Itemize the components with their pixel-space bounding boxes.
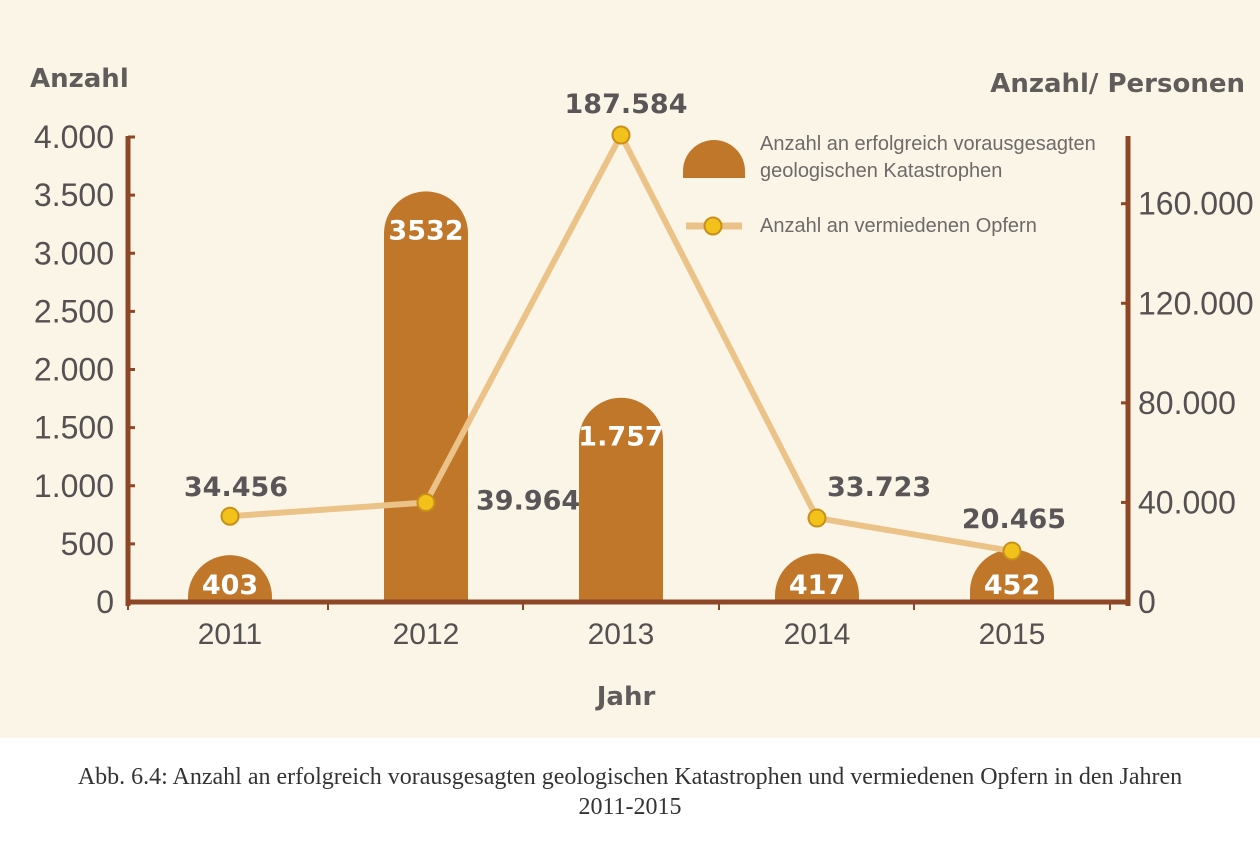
bar-2011 [188, 555, 272, 602]
chart-panel [0, 0, 1260, 738]
bar-label-2014: 417 [789, 570, 845, 601]
y-right-axis-title: Anzahl/ Personen [990, 69, 1245, 99]
line-point-label-2015: 20.465 [962, 504, 1066, 535]
bar-2012 [384, 191, 468, 602]
y-left-tick-label: 3.500 [34, 177, 114, 213]
chart: 403 3532 1.757 417 452 0 500 1.000 1.500 2.000 2.… [30, 64, 1254, 712]
x-tick-label-2013: 2013 [588, 618, 655, 651]
figure-caption: Abb. 6.4: Anzahl an erfolgreich vorausge… [0, 762, 1260, 822]
bar-label-2011: 403 [202, 570, 258, 601]
bar-label-2015: 452 [984, 570, 1040, 601]
bar-label-2012: 3532 [388, 215, 463, 246]
legend-line-marker [703, 216, 723, 236]
caption-line-1: Abb. 6.4: Anzahl an erfolgreich vorausge… [77, 764, 1183, 790]
line-point-label-2011: 34.456 [184, 472, 288, 503]
legend-bar-label-line1: Anzahl an erfolgreich vorausgesagten [760, 133, 1096, 155]
legend-bar-label-line2: geologischen Katastrophen [760, 160, 1002, 182]
y-left-tick-label: 2.000 [34, 352, 114, 388]
bar-2013 [579, 397, 663, 602]
x-tick-label-2015: 2015 [979, 618, 1046, 651]
y-left-tick-label: 2.500 [34, 293, 114, 329]
line-point-label-2013: 187.584 [565, 89, 688, 120]
y-right-tick-label: 80.000 [1138, 385, 1236, 421]
line-series-group: 34.456 39.964 187.584 33.723 20.465 [184, 89, 1066, 561]
bar-2014 [775, 553, 859, 602]
line-point-2012 [416, 493, 436, 513]
y-right-tick-label: 160.000 [1138, 186, 1254, 222]
line-point-2015 [1002, 541, 1022, 561]
bars-group: 403 3532 1.757 417 452 [188, 191, 1054, 602]
line-point-label-2014: 33.723 [827, 472, 931, 503]
y-left-tick-label: 500 [61, 526, 114, 562]
line-point-2014 [807, 508, 827, 528]
axes-group: 0 500 1.000 1.500 2.000 2.500 3.000 3.500 4.000 0… [34, 119, 1254, 651]
legend-line-label: Anzahl an vermiedenen Opfern [760, 215, 1037, 237]
y-right-tick-label: 0 [1138, 584, 1156, 620]
x-tick-label-2012: 2012 [393, 618, 460, 651]
bar-2015 [970, 549, 1054, 602]
y-left-tick-label: 1.000 [34, 468, 114, 504]
y-right-tick-label: 120.000 [1138, 285, 1254, 321]
line-point-2011 [220, 506, 240, 526]
caption-line-2: 2011-2015 [578, 794, 682, 820]
legend: Anzahl an erfolgreich vorausgesagten geo… [683, 133, 1096, 237]
x-tick-label-2014: 2014 [784, 618, 851, 651]
x-axis-title: Jahr [595, 682, 656, 712]
y-left-tick-label: 0 [96, 584, 114, 620]
legend-bar-swatch [683, 140, 745, 178]
y-left-tick-label: 3.000 [34, 235, 114, 271]
y-left-tick-label: 4.000 [34, 119, 114, 155]
line-point-label-2012: 39.964 [476, 486, 580, 517]
y-right-tick-label: 40.000 [1138, 484, 1236, 520]
bar-label-2013: 1.757 [578, 422, 663, 453]
line-point-2013 [611, 125, 631, 145]
y-left-axis-title: Anzahl [30, 64, 129, 94]
y-left-tick-label: 1.500 [34, 410, 114, 446]
x-tick-label-2011: 2011 [198, 618, 263, 651]
